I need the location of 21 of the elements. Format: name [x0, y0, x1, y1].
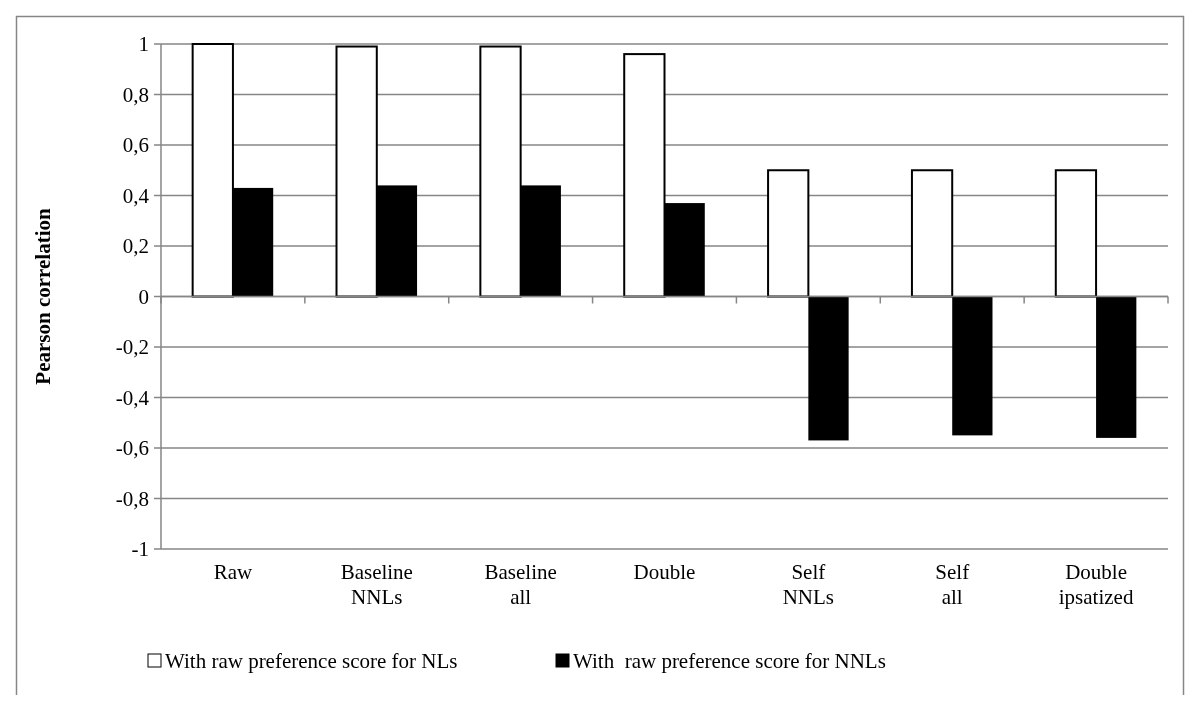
y-tick-label: 0,6 — [122, 133, 149, 158]
x-tick-label: Double — [633, 560, 696, 584]
legend-label: With raw preference score for NLs — [165, 649, 458, 673]
y-tick-label: 0 — [138, 284, 149, 309]
y-tick-label: -0,2 — [115, 335, 149, 360]
legend-label: With raw preference score for NNLs — [573, 649, 886, 673]
y-tick-label: -0,4 — [115, 385, 150, 410]
y-tick-label: 0,8 — [122, 82, 149, 107]
y-tick-label: -0,6 — [115, 436, 149, 461]
x-tick-label: Self NNLs — [782, 560, 835, 609]
x-tick-label: Double ipsatized — [1058, 560, 1134, 609]
x-tick-label: Baseline NNLs — [340, 560, 413, 609]
y-tick-label: 0,2 — [122, 234, 149, 259]
y-tick-label: -0,8 — [115, 486, 149, 511]
y-tick-label: 0,4 — [122, 183, 150, 208]
y-tick-label: -1 — [131, 537, 149, 562]
x-tick-label: Raw — [213, 560, 254, 584]
x-tick-label: Self all — [935, 560, 970, 609]
x-tick-label: Baseline all — [484, 560, 557, 609]
y-axis-title: Pearson correlation — [31, 208, 55, 385]
y-tick-label: 1 — [138, 32, 149, 57]
